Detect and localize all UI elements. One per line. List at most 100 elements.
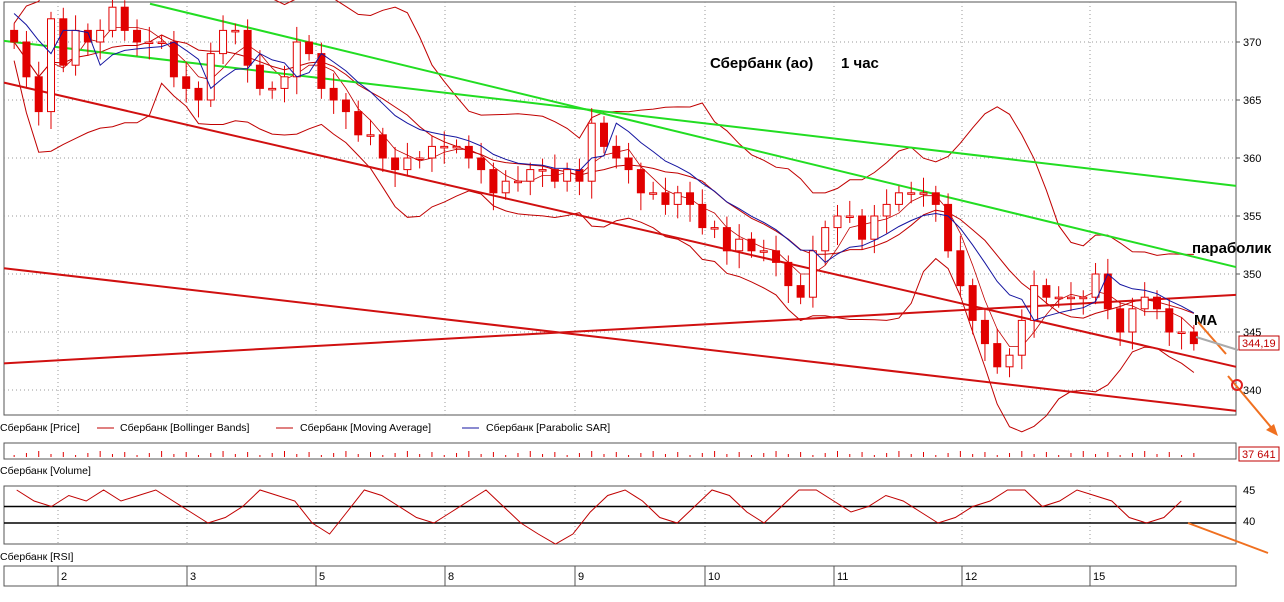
candle-body-6 [83,29,92,43]
volume-value-box [1238,446,1280,462]
candle-body-0 [10,29,19,43]
rsi-path [16,489,1182,545]
last-price-label: 344,19 [1242,338,1276,350]
candle-body-73 [907,192,916,195]
candle-body-21 [268,87,277,91]
candle-body-51 [636,169,645,194]
day-label-12: 12 [965,571,977,583]
price-tick-365: 365 [1243,95,1261,107]
candle-body-30 [378,134,387,159]
candle-body-54 [673,192,682,205]
candle-body-3 [47,18,56,113]
candle-body-88 [1091,273,1100,298]
price-tick-340: 340 [1243,385,1261,397]
day-label-9: 9 [578,571,584,583]
candle-body-85 [1054,296,1063,300]
parabolic-sar-line [13,13,1195,322]
candle-body-40 [501,180,510,194]
candle-body-78 [968,285,977,321]
rsi-tick-45: 45 [1243,485,1255,497]
candle-body-34 [427,145,436,159]
candle-body-74 [919,192,928,195]
candle-body-87 [1079,296,1088,300]
candles [10,0,1198,378]
day-label-8: 8 [448,571,454,583]
candle-body-50 [624,157,633,171]
candle-body-28 [354,111,363,136]
candle-body-82 [1017,319,1026,356]
legend-rsi: Сбербанк [RSI] [0,551,74,563]
candle-body-60 [747,238,756,252]
candle-body-5 [71,29,80,66]
candle-body-55 [686,192,695,205]
day-label-3: 3 [190,571,196,583]
candle-body-19 [243,29,252,66]
candle-body-58 [722,227,731,252]
candle-body-20 [255,64,264,89]
trend-green-lower [3,39,1237,187]
parabolic-sar-path [13,13,1195,322]
rsi-forecast-arrow [1187,522,1269,554]
candle-body-62 [772,250,781,263]
last-price-box [1238,335,1280,351]
candle-body-11 [145,41,154,44]
legend-moving-average: Сбербанк [Moving Average] [300,422,431,434]
candle-body-93 [1152,296,1161,310]
candle-body-46 [575,169,584,182]
day-label-2: 2 [61,571,67,583]
grid-lines [4,2,1236,544]
candle-body-2 [34,76,43,113]
candle-body-15 [194,87,203,101]
annotation-ma: MA [1194,312,1217,329]
candle-body-84 [1042,285,1051,298]
legend-parabolic-sar: Сбербанк [Parabolic SAR] [486,422,610,434]
candle-body-65 [808,250,817,298]
candle-body-1 [22,41,31,78]
price-tick-350: 350 [1243,269,1261,281]
candle-body-10 [133,29,142,43]
time-axis-ticks: 2 3 5 8 9 10 11 12 15 [57,566,1105,586]
volume-bars [13,451,1195,457]
moving-average-short [13,27,1195,347]
legend-price: Сбербанк [Price] [0,422,80,434]
candle-body-79 [980,319,989,345]
candle-body-36 [452,145,461,149]
moving-average-line [13,34,1195,319]
candle-body-31 [391,157,400,171]
rsi-panel-frame [3,485,1237,545]
candle-body-67 [833,215,842,229]
candle-body-25 [317,53,326,89]
timeframe-label: 1 час [841,55,879,72]
forecast-arrow-price [1195,321,1278,436]
legend-bollinger: Сбербанк [Bollinger Bands] [120,422,250,434]
candle-body-77 [956,250,965,287]
trend-green-upper [149,2,1237,269]
volume-panel-frame [3,442,1237,460]
trend-red-lower [3,267,1237,412]
time-axis-frame [3,565,1237,587]
candle-body-42 [526,169,535,182]
candle-body-95 [1177,331,1186,334]
candle-body-17 [219,29,228,55]
candle-body-13 [169,41,178,78]
candle-body-18 [231,29,240,33]
candle-body-4 [59,18,68,66]
price-panel-frame [3,1,1237,416]
candle-body-53 [661,192,670,205]
candle-body-24 [305,41,314,55]
candle-body-23 [292,41,301,78]
annotation-parabolic: параболик [1192,240,1272,257]
candle-body-39 [489,169,498,194]
day-label-5: 5 [319,571,325,583]
candle-body-27 [341,99,350,113]
trend-red-rising [3,293,1237,365]
candle-body-92 [1140,296,1149,310]
day-label-15: 15 [1093,571,1105,583]
candle-body-91 [1128,308,1137,333]
candle-body-83 [1030,285,1039,321]
day-label-10: 10 [708,571,720,583]
candle-body-29 [366,134,375,137]
candle-body-76 [944,203,953,252]
candle-body-8 [108,6,117,31]
